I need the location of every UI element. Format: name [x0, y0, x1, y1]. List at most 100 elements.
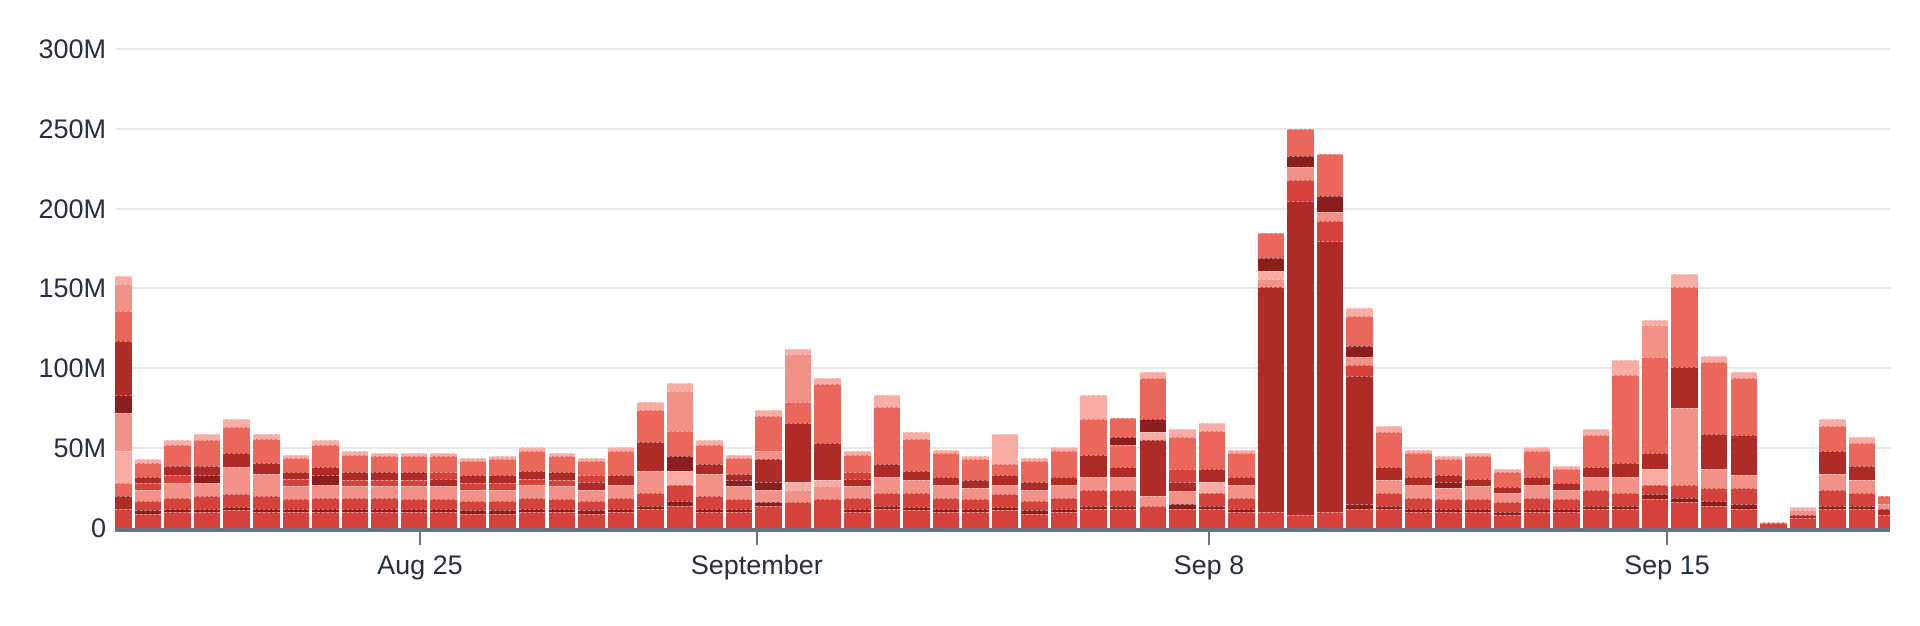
bar-segment-maroon [1848, 505, 1876, 509]
bar-segment-salmon [1375, 480, 1403, 493]
bar-stack-16[interactable] [548, 452, 575, 528]
bar-stack-57[interactable] [1760, 521, 1787, 528]
bar-segment-brick [1257, 286, 1285, 513]
bar-segment-salmon [932, 484, 960, 498]
bar-stack-32[interactable] [1021, 457, 1048, 528]
bar-segment-red [282, 478, 310, 487]
bar-stack-58[interactable] [1789, 507, 1817, 528]
bar-stack-47[interactable] [1464, 452, 1492, 528]
bar-segment-salmon [193, 483, 221, 497]
bar-stack-37[interactable] [1169, 429, 1196, 528]
bar-stack-54[interactable] [1671, 274, 1698, 528]
bar-segment-brick [1169, 481, 1196, 492]
bar-segment-pale [134, 459, 162, 463]
bar-stack-50[interactable] [1553, 465, 1580, 528]
bar-stack-3[interactable] [164, 440, 191, 528]
bar-stack-8[interactable] [312, 440, 339, 528]
bar-segment-coral [755, 416, 782, 452]
bar-stack-15[interactable] [518, 446, 546, 528]
bar-stack-18[interactable] [607, 446, 635, 528]
bar-stack-5[interactable] [223, 419, 250, 528]
bar-segment-brick [1819, 451, 1846, 474]
bar-stack-60[interactable] [1848, 437, 1876, 528]
bar-segment-red [1730, 508, 1757, 528]
bar-stack-33[interactable] [1050, 446, 1078, 528]
bar-stack-39[interactable] [1228, 449, 1255, 528]
bar-segment-pale [1671, 274, 1698, 287]
bar-stack-27[interactable] [873, 395, 901, 528]
bar-stack-22[interactable] [725, 454, 753, 528]
bar-stack-26[interactable] [844, 451, 871, 528]
bar-stack-4[interactable] [193, 433, 221, 528]
bar-segment-pale [193, 433, 221, 441]
bar-stack-11[interactable] [400, 452, 428, 528]
bar-stack-2[interactable] [134, 459, 162, 528]
bar-stack-46[interactable] [1435, 456, 1462, 528]
bar-segment-salmon [1050, 484, 1078, 498]
bar-stack-12[interactable] [430, 452, 457, 528]
bar-segment-coral [725, 457, 753, 474]
bar-segment-red [962, 512, 989, 528]
bar-segment-red [666, 484, 694, 501]
bar-segment-salmon [1641, 325, 1669, 358]
bar-stack-14[interactable] [489, 456, 516, 528]
bar-segment-red [1435, 499, 1462, 509]
bar-stack-40[interactable] [1257, 232, 1285, 528]
bar-segment-maroon [578, 510, 605, 514]
bar-stack-20[interactable] [666, 382, 694, 528]
bar-stack-55[interactable] [1700, 355, 1728, 528]
bar-stack-1[interactable] [115, 275, 132, 528]
bar-segment-salmon [637, 470, 664, 493]
bar-stack-29[interactable] [932, 449, 960, 528]
bar-stack-56[interactable] [1730, 371, 1757, 528]
bar-stack-23[interactable] [755, 409, 782, 528]
bar-segment-pale [1789, 507, 1817, 511]
bar-stack-42[interactable] [1316, 154, 1344, 528]
bar-segment-coral [518, 451, 546, 471]
bar-segment-maroon [223, 507, 250, 511]
bar-stack-6[interactable] [253, 433, 280, 528]
bar-segment-maroon [1287, 155, 1314, 168]
bar-stack-10[interactable] [371, 452, 398, 528]
bar-segment-pale [666, 382, 694, 391]
bar-stack-17[interactable] [578, 457, 605, 528]
bar-segment-red [991, 510, 1019, 528]
bar-stack-59[interactable] [1819, 419, 1846, 528]
bar-stack-52[interactable] [1612, 360, 1639, 528]
bar-stack-31[interactable] [991, 433, 1019, 528]
bar-stack-19[interactable] [637, 401, 664, 528]
bar-segment-salmon [1671, 408, 1698, 485]
bar-segment-brick [1789, 515, 1817, 519]
bar-segment-red [282, 512, 310, 528]
bar-segment-maroon [1257, 258, 1285, 271]
bar-stack-35[interactable] [1109, 417, 1137, 528]
bar-segment-red [223, 494, 250, 508]
bar-stack-38[interactable] [1198, 422, 1226, 528]
bar-stack-41[interactable] [1287, 128, 1314, 528]
bar-stack-28[interactable] [903, 432, 930, 528]
bar-segment-pale [814, 480, 841, 487]
bar-stack-48[interactable] [1494, 468, 1521, 528]
bar-stack-25[interactable] [814, 377, 841, 528]
bar-stack-34[interactable] [1080, 395, 1107, 528]
bar-stack-49[interactable] [1523, 446, 1551, 528]
bar-stack-36[interactable] [1139, 371, 1166, 528]
bar-stack-44[interactable] [1375, 425, 1403, 528]
bar-stack-7[interactable] [282, 454, 310, 528]
bar-stack-30[interactable] [962, 456, 989, 528]
bar-segment-brick [1021, 481, 1048, 490]
bar-segment-maroon [903, 507, 930, 511]
bar-stack-21[interactable] [696, 440, 723, 528]
bar-stack-9[interactable] [341, 451, 369, 528]
bar-stack-13[interactable] [459, 457, 487, 528]
bar-segment-maroon [873, 505, 901, 509]
bar-stack-53[interactable] [1641, 320, 1669, 528]
bar-segment-salmon [430, 486, 457, 500]
bar-stack-61[interactable] [1878, 496, 1890, 528]
bar-stack-45[interactable] [1405, 449, 1432, 528]
bar-stack-43[interactable] [1346, 307, 1373, 528]
bar-stack-51[interactable] [1582, 429, 1610, 528]
bar-stack-24[interactable] [784, 349, 812, 528]
bar-segment-salmon [784, 353, 812, 402]
bar-segment-red [459, 513, 487, 528]
